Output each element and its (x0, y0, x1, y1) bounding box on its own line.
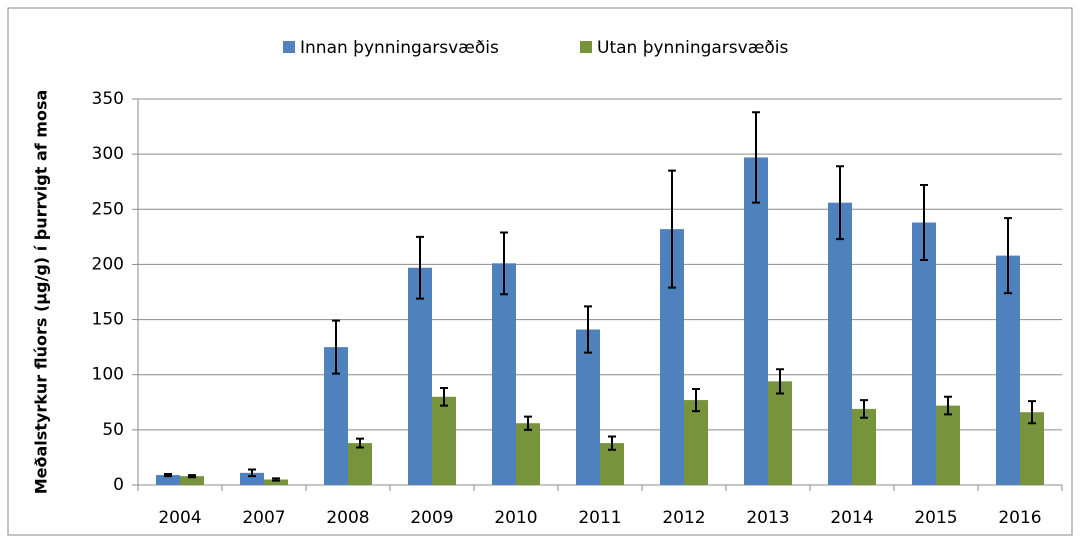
error-bar (1004, 217, 1012, 295)
y-tick-label: 50 (102, 420, 124, 440)
bar (912, 222, 936, 485)
legend-label: Utan þynningarsvæðis (597, 38, 789, 58)
y-tick-label: 100 (92, 365, 124, 385)
x-tick-label: 2009 (410, 508, 453, 528)
bar (156, 475, 180, 485)
y-tick-label: 200 (92, 254, 124, 274)
bar (744, 157, 768, 486)
error-bar (416, 235, 424, 300)
error-bar (920, 184, 928, 262)
error-bar (248, 468, 256, 478)
error-bar (692, 388, 700, 413)
error-bar (440, 386, 448, 407)
bar (240, 472, 264, 485)
y-tick-label: 250 (92, 199, 124, 219)
bar (264, 479, 288, 485)
x-tick-label: 2014 (830, 508, 873, 528)
error-bar (164, 472, 172, 478)
error-bar (584, 305, 592, 354)
error-bar (524, 415, 532, 431)
error-bar (272, 477, 280, 482)
x-tick-label: 2007 (242, 508, 285, 528)
bar (828, 202, 852, 485)
x-tick-label: 2012 (662, 508, 705, 528)
error-bar (752, 111, 760, 204)
x-tick-label: 2013 (746, 508, 789, 528)
error-bar (668, 169, 676, 289)
error-bar (188, 474, 196, 479)
y-axis-label: Meðalstyrkur flúors (µg/g) í þurrvigt af… (32, 90, 51, 495)
bar (684, 400, 708, 485)
bar (768, 381, 792, 485)
x-tick-label: 2010 (494, 508, 537, 528)
error-bar (776, 368, 784, 395)
error-bar (944, 395, 952, 416)
legend-swatch (283, 41, 295, 53)
x-tick-label: 2008 (326, 508, 369, 528)
bar (408, 267, 432, 485)
legend-label: Innan þynningarsvæðis (300, 38, 499, 58)
x-tick-label: 2011 (578, 508, 621, 528)
bar (936, 405, 960, 485)
bar (1020, 412, 1044, 485)
error-bar (608, 435, 616, 451)
bar (852, 408, 876, 485)
y-tick-label: 300 (92, 144, 124, 164)
x-tick-label: 2016 (998, 508, 1041, 528)
y-tick-label: 350 (92, 89, 124, 109)
bar (516, 423, 540, 485)
bar (432, 396, 456, 485)
x-tick-label: 2004 (158, 508, 201, 528)
y-tick-label: 0 (113, 475, 124, 495)
error-bar (500, 231, 508, 296)
error-bar (860, 399, 868, 419)
error-bar (1028, 400, 1036, 425)
error-bar (836, 165, 844, 241)
error-bar (356, 437, 364, 449)
bar (180, 476, 204, 485)
y-tick-label: 150 (92, 310, 124, 330)
x-tick-label: 2015 (914, 508, 957, 528)
bar (492, 263, 516, 485)
legend-swatch (580, 41, 592, 53)
bar (576, 329, 600, 485)
bar (348, 443, 372, 485)
error-bar (332, 319, 340, 375)
